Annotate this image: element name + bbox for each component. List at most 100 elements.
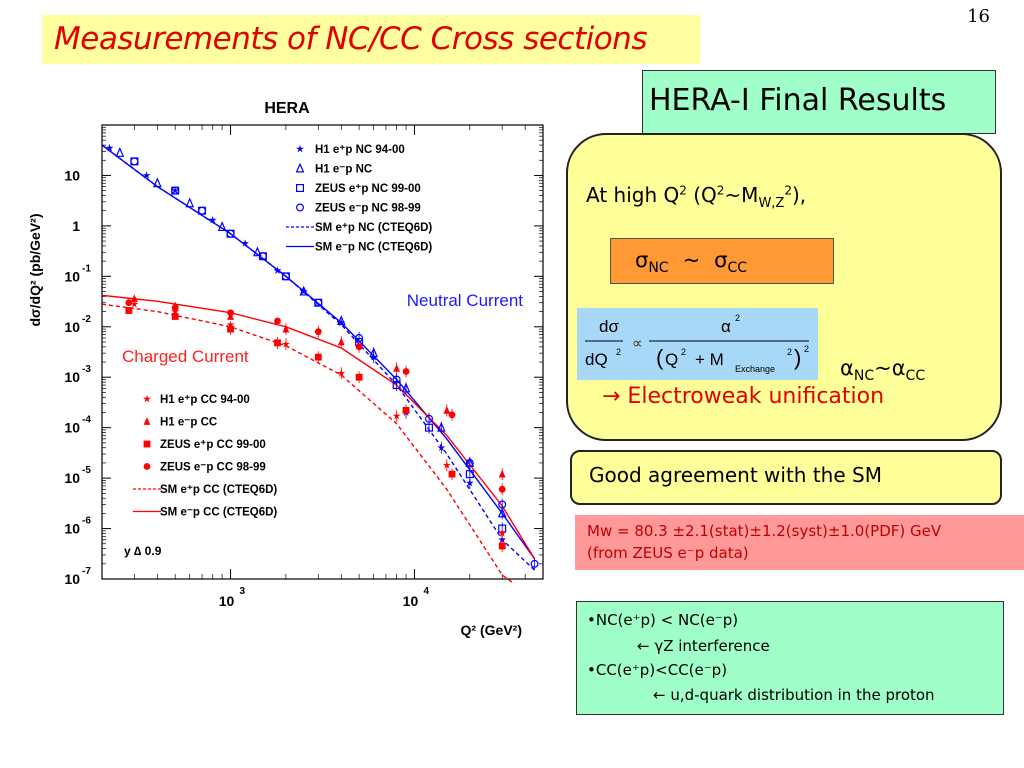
nc-legend-label: H1 e⁻p NC <box>315 164 372 176</box>
cc-legend-marker <box>143 394 151 403</box>
y-tick-label-exponent: -7 <box>82 566 91 577</box>
data-point <box>498 529 507 537</box>
data-point <box>337 337 345 346</box>
data-point <box>498 542 506 550</box>
hera-results-box: HERA-I Final Results <box>642 70 996 134</box>
formula-m-sub: Exchange <box>735 364 775 374</box>
nc-legend-label: SM e⁻p NC (CTEQ6D) <box>315 242 432 254</box>
formula-alpha: α <box>721 317 731 336</box>
y-tick-label: 10 <box>64 268 80 284</box>
data-point <box>125 307 133 314</box>
x-tick-label-exponent: 4 <box>423 586 429 597</box>
data-point <box>142 171 151 179</box>
data-point <box>130 300 139 308</box>
data-point <box>355 373 363 381</box>
data-point <box>401 382 411 393</box>
data-point <box>125 299 133 307</box>
y-tick-label-exponent: -1 <box>82 263 91 274</box>
formula-dsigma: dσ <box>599 317 619 336</box>
formula-m-sup: 2 <box>787 347 792 357</box>
data-point <box>425 423 434 432</box>
data-point <box>115 146 125 157</box>
data-point <box>274 317 281 325</box>
comparison-notes-box: •NC(e⁺p) < NC(e⁻p) ← γZ interference •CC… <box>576 601 1004 715</box>
data-point <box>437 443 446 452</box>
plot-frame <box>101 124 544 580</box>
x-tick-label: 10 <box>219 593 235 609</box>
sigma-equivalence: σNC ~ σCC <box>635 248 748 277</box>
sm-agreement-text: Good agreement with the SM <box>589 463 882 487</box>
data-point <box>226 320 235 329</box>
data-point <box>402 368 410 375</box>
nc-legend-label: ZEUS e⁻p NC 98-99 <box>315 203 421 215</box>
data-point <box>369 352 378 361</box>
data-point <box>498 469 506 478</box>
formula-plus-m: + M <box>695 350 724 369</box>
y-tick-label: 10 <box>64 319 80 335</box>
cc-legend-label: SM e⁻p CC (CTEQ6D) <box>160 507 277 519</box>
data-point <box>226 229 235 238</box>
cc-legend-marker <box>143 417 151 425</box>
sm-curve <box>101 294 536 560</box>
alpha-equivalence: αNC~αCC <box>840 356 926 385</box>
x-tick-label: 10 <box>403 593 419 609</box>
data-point <box>448 411 456 419</box>
formula-q: Q <box>665 350 678 369</box>
formula-open-paren: ( <box>656 345 664 370</box>
data-point <box>402 406 410 414</box>
data-point <box>437 421 446 432</box>
data-point <box>465 457 475 467</box>
data-point <box>130 294 138 303</box>
chart-title: HERA <box>264 100 310 117</box>
sm-curve <box>101 303 515 585</box>
data-point <box>185 197 195 208</box>
formula-dq-sup: 2 <box>616 347 621 357</box>
data-point <box>130 157 139 166</box>
data-point <box>282 324 290 333</box>
x-tick-label-exponent: 3 <box>240 586 246 597</box>
y-tick-label: 10 <box>64 167 80 183</box>
data-point <box>253 246 262 257</box>
data-point <box>314 353 322 361</box>
data-point <box>241 239 250 247</box>
y-tick-label: 10 <box>64 420 80 436</box>
cc-legend-marker <box>143 463 151 470</box>
nc-legend-marker <box>295 162 305 173</box>
y-axis-label: dσ/dQ² (pb/GeV²) <box>27 213 43 326</box>
data-point <box>448 470 456 478</box>
nc-legend-label: SM e⁺p NC (CTEQ6D) <box>315 222 432 234</box>
data-point <box>443 405 451 414</box>
electroweak-unification: → Electroweak unification <box>602 384 885 409</box>
cc-region-label: Charged Current <box>122 347 249 366</box>
hera-results-title: HERA-I Final Results <box>649 83 947 118</box>
y-tick-label: 10 <box>64 521 80 537</box>
data-point <box>227 325 234 333</box>
nc-legend-label: ZEUS e⁺p NC 99-00 <box>315 183 421 195</box>
propagator-formula: dσ dQ 2 ∝ α 2 ( Q 2 + M Exchange 2 ) 2 <box>577 308 818 380</box>
formula-proportional: ∝ <box>632 335 643 352</box>
data-point <box>393 363 401 372</box>
cc-legend-label: H1 e⁺p CC 94-00 <box>160 394 250 406</box>
data-point <box>217 221 227 232</box>
data-point <box>274 339 281 347</box>
slide-title: Measurements of NC/CC Cross sections <box>54 21 647 57</box>
note-cc-comparison: •CC(e⁺p)<CC(e⁻p) <box>587 661 728 679</box>
note-gamma-z: ← γZ interference <box>637 637 770 655</box>
data-point <box>105 143 114 152</box>
data-point <box>337 369 346 377</box>
data-point <box>281 272 290 281</box>
y-tick-label-exponent: -2 <box>82 314 91 325</box>
note-quark-distribution: ← u,d-quark distribution in the proton <box>653 686 935 704</box>
y-tick-label: 10 <box>64 571 80 587</box>
y-tick-label: 10 <box>64 470 80 486</box>
data-point <box>314 298 323 307</box>
nc-legend-marker <box>296 203 305 212</box>
data-point <box>130 157 139 166</box>
formula-dq: dQ <box>585 350 608 369</box>
data-point <box>208 215 217 224</box>
y-tick-label-exponent: -3 <box>82 364 91 375</box>
data-point <box>299 287 308 295</box>
data-point <box>392 381 401 390</box>
formula-outer-sup: 2 <box>804 344 809 354</box>
data-point <box>355 343 363 351</box>
